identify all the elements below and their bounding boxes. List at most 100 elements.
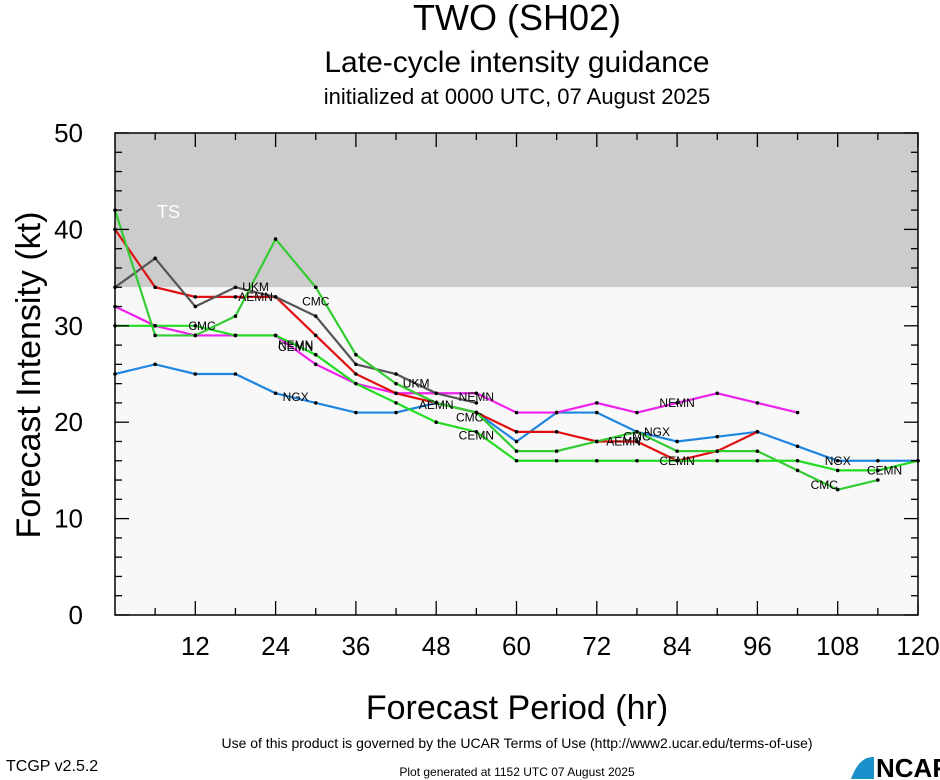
series-point-aemn xyxy=(313,333,318,338)
series-point-aemn xyxy=(193,295,198,299)
series-point-nemn xyxy=(635,410,639,415)
series-point-nemn xyxy=(595,401,599,405)
series-point-ngx xyxy=(835,458,840,463)
series-label-nemn: NEMN xyxy=(659,396,694,410)
series-point-cmc xyxy=(434,401,439,405)
intensity-band-0 xyxy=(115,133,918,288)
x-tick-label: 72 xyxy=(582,631,611,661)
series-point-cmc xyxy=(635,430,639,434)
series-point-ngx xyxy=(675,439,679,444)
series-line-cmc xyxy=(113,209,879,491)
x-tick-label: 60 xyxy=(502,631,531,661)
series-point-cemn xyxy=(193,324,198,328)
series-label-cemn: CEMN xyxy=(459,429,494,443)
series-point-cemn xyxy=(595,458,599,463)
series-point-cemn xyxy=(434,420,439,425)
series-label-ukm: UKM xyxy=(242,280,269,294)
series-point-cmc xyxy=(835,487,840,492)
series-point-nemn xyxy=(554,410,559,415)
series-point-nemn xyxy=(715,391,720,396)
x-tick-label: 12 xyxy=(181,631,210,661)
series-line-nemn xyxy=(114,305,798,414)
series-point-cemn xyxy=(313,352,318,357)
series-point-cmc xyxy=(876,478,880,482)
series-point-ngx xyxy=(795,444,800,449)
series-point-cemn xyxy=(514,458,519,463)
ncar-logo: NCAR xyxy=(851,753,940,780)
series-point-ngx xyxy=(595,410,599,415)
y-tick-label: 50 xyxy=(54,118,83,148)
series-point-cemn xyxy=(354,381,358,386)
terms-of-use-text: Use of this product is governed by the U… xyxy=(221,735,812,751)
y-tick-label: 20 xyxy=(54,407,83,437)
series-point-cmc xyxy=(233,314,238,318)
series-label-aemn: AEMN xyxy=(238,290,273,304)
series-point-ukm xyxy=(313,314,318,318)
series-point-aemn xyxy=(755,430,760,434)
series-point-cmc xyxy=(354,352,358,357)
series-point-cmc xyxy=(595,439,599,444)
y-tick-label: 0 xyxy=(69,600,83,630)
series-point-cemn xyxy=(474,430,479,434)
series-label-nemn: NEMN xyxy=(278,338,313,352)
series-point-cemn xyxy=(635,458,639,463)
series-point-cmc xyxy=(795,468,800,473)
series-point-ngx xyxy=(514,439,519,444)
series-point-ngx xyxy=(394,410,398,415)
series-label-ngx: NGX xyxy=(283,390,309,404)
series-label-cmc: CMC xyxy=(188,319,216,333)
series-point-ngx xyxy=(876,458,880,463)
generated-text: Plot generated at 1152 UTC 07 August 202… xyxy=(399,765,635,779)
y-tick-label: 10 xyxy=(54,504,83,534)
series-point-cmc xyxy=(554,449,559,453)
series-point-ukm xyxy=(273,295,278,299)
series-point-cmc xyxy=(715,449,720,453)
series-point-aemn xyxy=(514,430,519,434)
series-point-nemn xyxy=(474,391,479,396)
series-point-ukm xyxy=(474,401,479,405)
series-point-cemn xyxy=(715,458,720,463)
series-point-aemn xyxy=(635,439,639,444)
x-tick-label: 84 xyxy=(663,631,692,661)
series-point-ukm xyxy=(193,304,198,309)
series-point-ngx xyxy=(193,372,198,376)
series-label-ngx: NGX xyxy=(644,425,670,439)
series-point-aemn xyxy=(394,391,398,396)
series-point-cemn xyxy=(273,333,278,338)
series-point-cemn xyxy=(755,458,760,463)
series-point-cemn xyxy=(876,468,880,473)
series-point-cmc xyxy=(153,333,157,338)
chart-title: TWO (SH02) xyxy=(413,0,621,38)
version-text: TCGP v2.5.2 xyxy=(6,758,98,775)
series-label-cmc: CMC xyxy=(456,410,484,424)
series-point-ukm xyxy=(394,372,398,376)
series-label-cemn: CEMN xyxy=(867,463,902,477)
x-tick-label: 120 xyxy=(896,631,939,661)
series-line-ukm xyxy=(114,256,477,404)
series-point-cmc xyxy=(755,449,760,453)
series-label-aemn: AEMN xyxy=(606,434,641,448)
chart-subtitle: Late-cycle intensity guidance xyxy=(324,46,709,79)
series-point-cmc xyxy=(675,449,679,453)
series-label-cmc: CMC xyxy=(302,295,330,309)
series-point-cmc xyxy=(273,237,278,241)
series-label-ukm: UKM xyxy=(403,377,430,391)
series-point-cmc xyxy=(474,410,479,415)
y-tick-label: 40 xyxy=(54,214,83,244)
ncar-logo-mark xyxy=(851,757,874,779)
x-axis-label: Forecast Period (hr) xyxy=(366,689,668,727)
series-point-cemn xyxy=(153,324,157,328)
series-point-ukm xyxy=(434,391,439,396)
series-point-cmc xyxy=(394,381,398,386)
series-point-ngx xyxy=(273,391,278,396)
series-point-aemn xyxy=(554,430,559,434)
series-point-cmc xyxy=(313,285,318,290)
series-label-ngx: NGX xyxy=(825,454,851,468)
series-point-ukm xyxy=(153,256,157,261)
series-point-ngx xyxy=(354,410,358,415)
series-label-cemn: CEMN xyxy=(278,340,313,354)
series-label-aemn: AEMN xyxy=(419,398,454,412)
series-point-cemn xyxy=(675,458,679,463)
